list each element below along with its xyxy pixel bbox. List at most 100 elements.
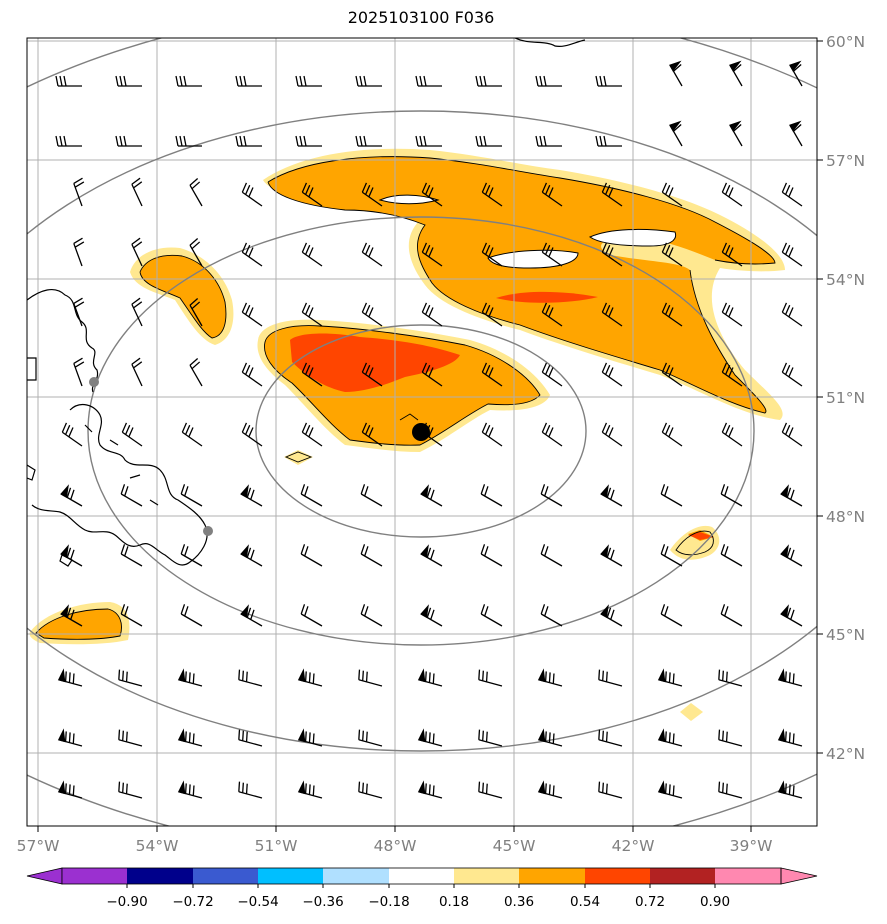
shading-orange bbox=[36, 156, 775, 640]
wind-barb bbox=[595, 135, 622, 147]
wind-barb bbox=[55, 75, 82, 87]
wind-barb bbox=[240, 544, 263, 567]
wind-barb bbox=[120, 484, 143, 507]
colorbar-tick-label: 0.54 bbox=[570, 894, 600, 910]
wind-barb bbox=[175, 75, 202, 87]
wind-barb bbox=[780, 604, 803, 627]
wind-barb bbox=[777, 780, 803, 799]
wind-barb bbox=[238, 729, 263, 747]
map-title: 2025103100 F036 bbox=[347, 8, 495, 27]
wind-barb bbox=[537, 780, 563, 799]
colorbar-segment bbox=[389, 868, 454, 884]
wind-barb bbox=[241, 302, 263, 327]
colorbar-tick-label: 0.36 bbox=[504, 894, 534, 910]
wind-barb bbox=[729, 120, 743, 147]
wind-barb bbox=[361, 362, 383, 387]
lat-tick-label: 45°N bbox=[826, 626, 865, 644]
wind-barb bbox=[789, 120, 803, 147]
wind-barb bbox=[415, 75, 442, 87]
wind-barb bbox=[537, 728, 563, 747]
wind-barb bbox=[600, 604, 623, 627]
wind-barb bbox=[301, 302, 323, 327]
wind-barb bbox=[240, 484, 263, 507]
wind-barb bbox=[297, 728, 323, 747]
wind-barb bbox=[301, 182, 323, 207]
wind-barb bbox=[657, 668, 683, 687]
wind-barb bbox=[601, 362, 623, 387]
wind-barb bbox=[660, 544, 683, 567]
lat-tick-label: 54°N bbox=[826, 271, 865, 289]
wind-barb bbox=[780, 544, 803, 567]
wind-barb bbox=[541, 242, 563, 267]
wind-barb bbox=[241, 242, 263, 267]
wind-barb bbox=[301, 422, 323, 447]
colorbar-tick-label: −0.54 bbox=[237, 894, 278, 910]
wind-barb bbox=[300, 544, 323, 567]
colorbar-tick-label: 0.72 bbox=[635, 894, 665, 910]
wind-barb bbox=[361, 242, 383, 267]
colorbar-tick-label: 0.90 bbox=[700, 894, 730, 910]
wind-barb bbox=[420, 484, 443, 507]
wind-barb bbox=[417, 668, 443, 687]
wind-barb bbox=[481, 242, 503, 267]
wind-barb bbox=[60, 604, 83, 627]
wind-barb bbox=[415, 135, 442, 147]
wind-barb bbox=[235, 75, 262, 87]
wind-barb bbox=[657, 728, 683, 747]
coastline bbox=[27, 38, 586, 567]
wind-barb bbox=[661, 302, 683, 327]
wind-barb bbox=[601, 242, 623, 267]
wind-barb bbox=[73, 177, 85, 207]
wind-barb bbox=[661, 182, 683, 207]
wind-barb bbox=[661, 362, 683, 387]
wind-barb bbox=[598, 729, 623, 747]
wind-barb bbox=[361, 182, 383, 207]
colorbar-extend-low bbox=[26, 867, 63, 885]
colorbar-segment bbox=[258, 868, 323, 884]
wind-barb bbox=[475, 75, 502, 87]
wind-barb bbox=[355, 75, 382, 87]
wind-barb bbox=[541, 302, 563, 327]
wind-barb bbox=[780, 484, 803, 507]
wind-barb bbox=[601, 422, 623, 447]
wind-barb bbox=[235, 135, 262, 147]
wind-barb bbox=[131, 357, 143, 387]
wind-barb bbox=[669, 60, 683, 87]
wind-barb bbox=[189, 297, 203, 327]
wind-barb bbox=[480, 604, 503, 627]
wind-barb bbox=[421, 302, 443, 327]
colorbar-extend-high bbox=[780, 867, 818, 885]
wind-barb bbox=[535, 135, 562, 147]
map-frame bbox=[26, 37, 818, 827]
wind-barb bbox=[358, 781, 383, 799]
wind-barb bbox=[481, 422, 503, 447]
wind-barb bbox=[120, 604, 143, 627]
colorbar-segment bbox=[650, 868, 715, 884]
wind-barb bbox=[478, 669, 503, 687]
lat-tick-label: 57°N bbox=[826, 152, 865, 170]
colorbar-tick-label: −0.18 bbox=[368, 894, 409, 910]
lat-axis: 60°N 57°N 54°N 51°N 48°N 45°N 42°N bbox=[817, 33, 865, 763]
lon-tick-label: 51°W bbox=[255, 837, 298, 855]
wind-barb bbox=[481, 302, 503, 327]
colorbar-segment bbox=[193, 868, 258, 884]
wind-barb bbox=[361, 422, 383, 447]
wind-barb bbox=[238, 781, 263, 799]
wind-barb bbox=[540, 604, 563, 627]
wind-barb bbox=[601, 302, 623, 327]
wind-barb bbox=[480, 544, 503, 567]
colorbar-segment bbox=[519, 868, 585, 884]
wind-barb bbox=[421, 242, 443, 267]
colorbar-segment bbox=[585, 868, 650, 884]
wind-barb bbox=[73, 297, 85, 327]
lon-tick-label: 48°W bbox=[374, 837, 417, 855]
wind-barb bbox=[789, 60, 803, 87]
wind-barb bbox=[781, 242, 803, 267]
wind-barb bbox=[595, 75, 622, 87]
wind-barb bbox=[718, 781, 743, 799]
wind-barb bbox=[238, 669, 263, 687]
wind-barb bbox=[120, 544, 143, 567]
wind-barb bbox=[180, 484, 203, 507]
